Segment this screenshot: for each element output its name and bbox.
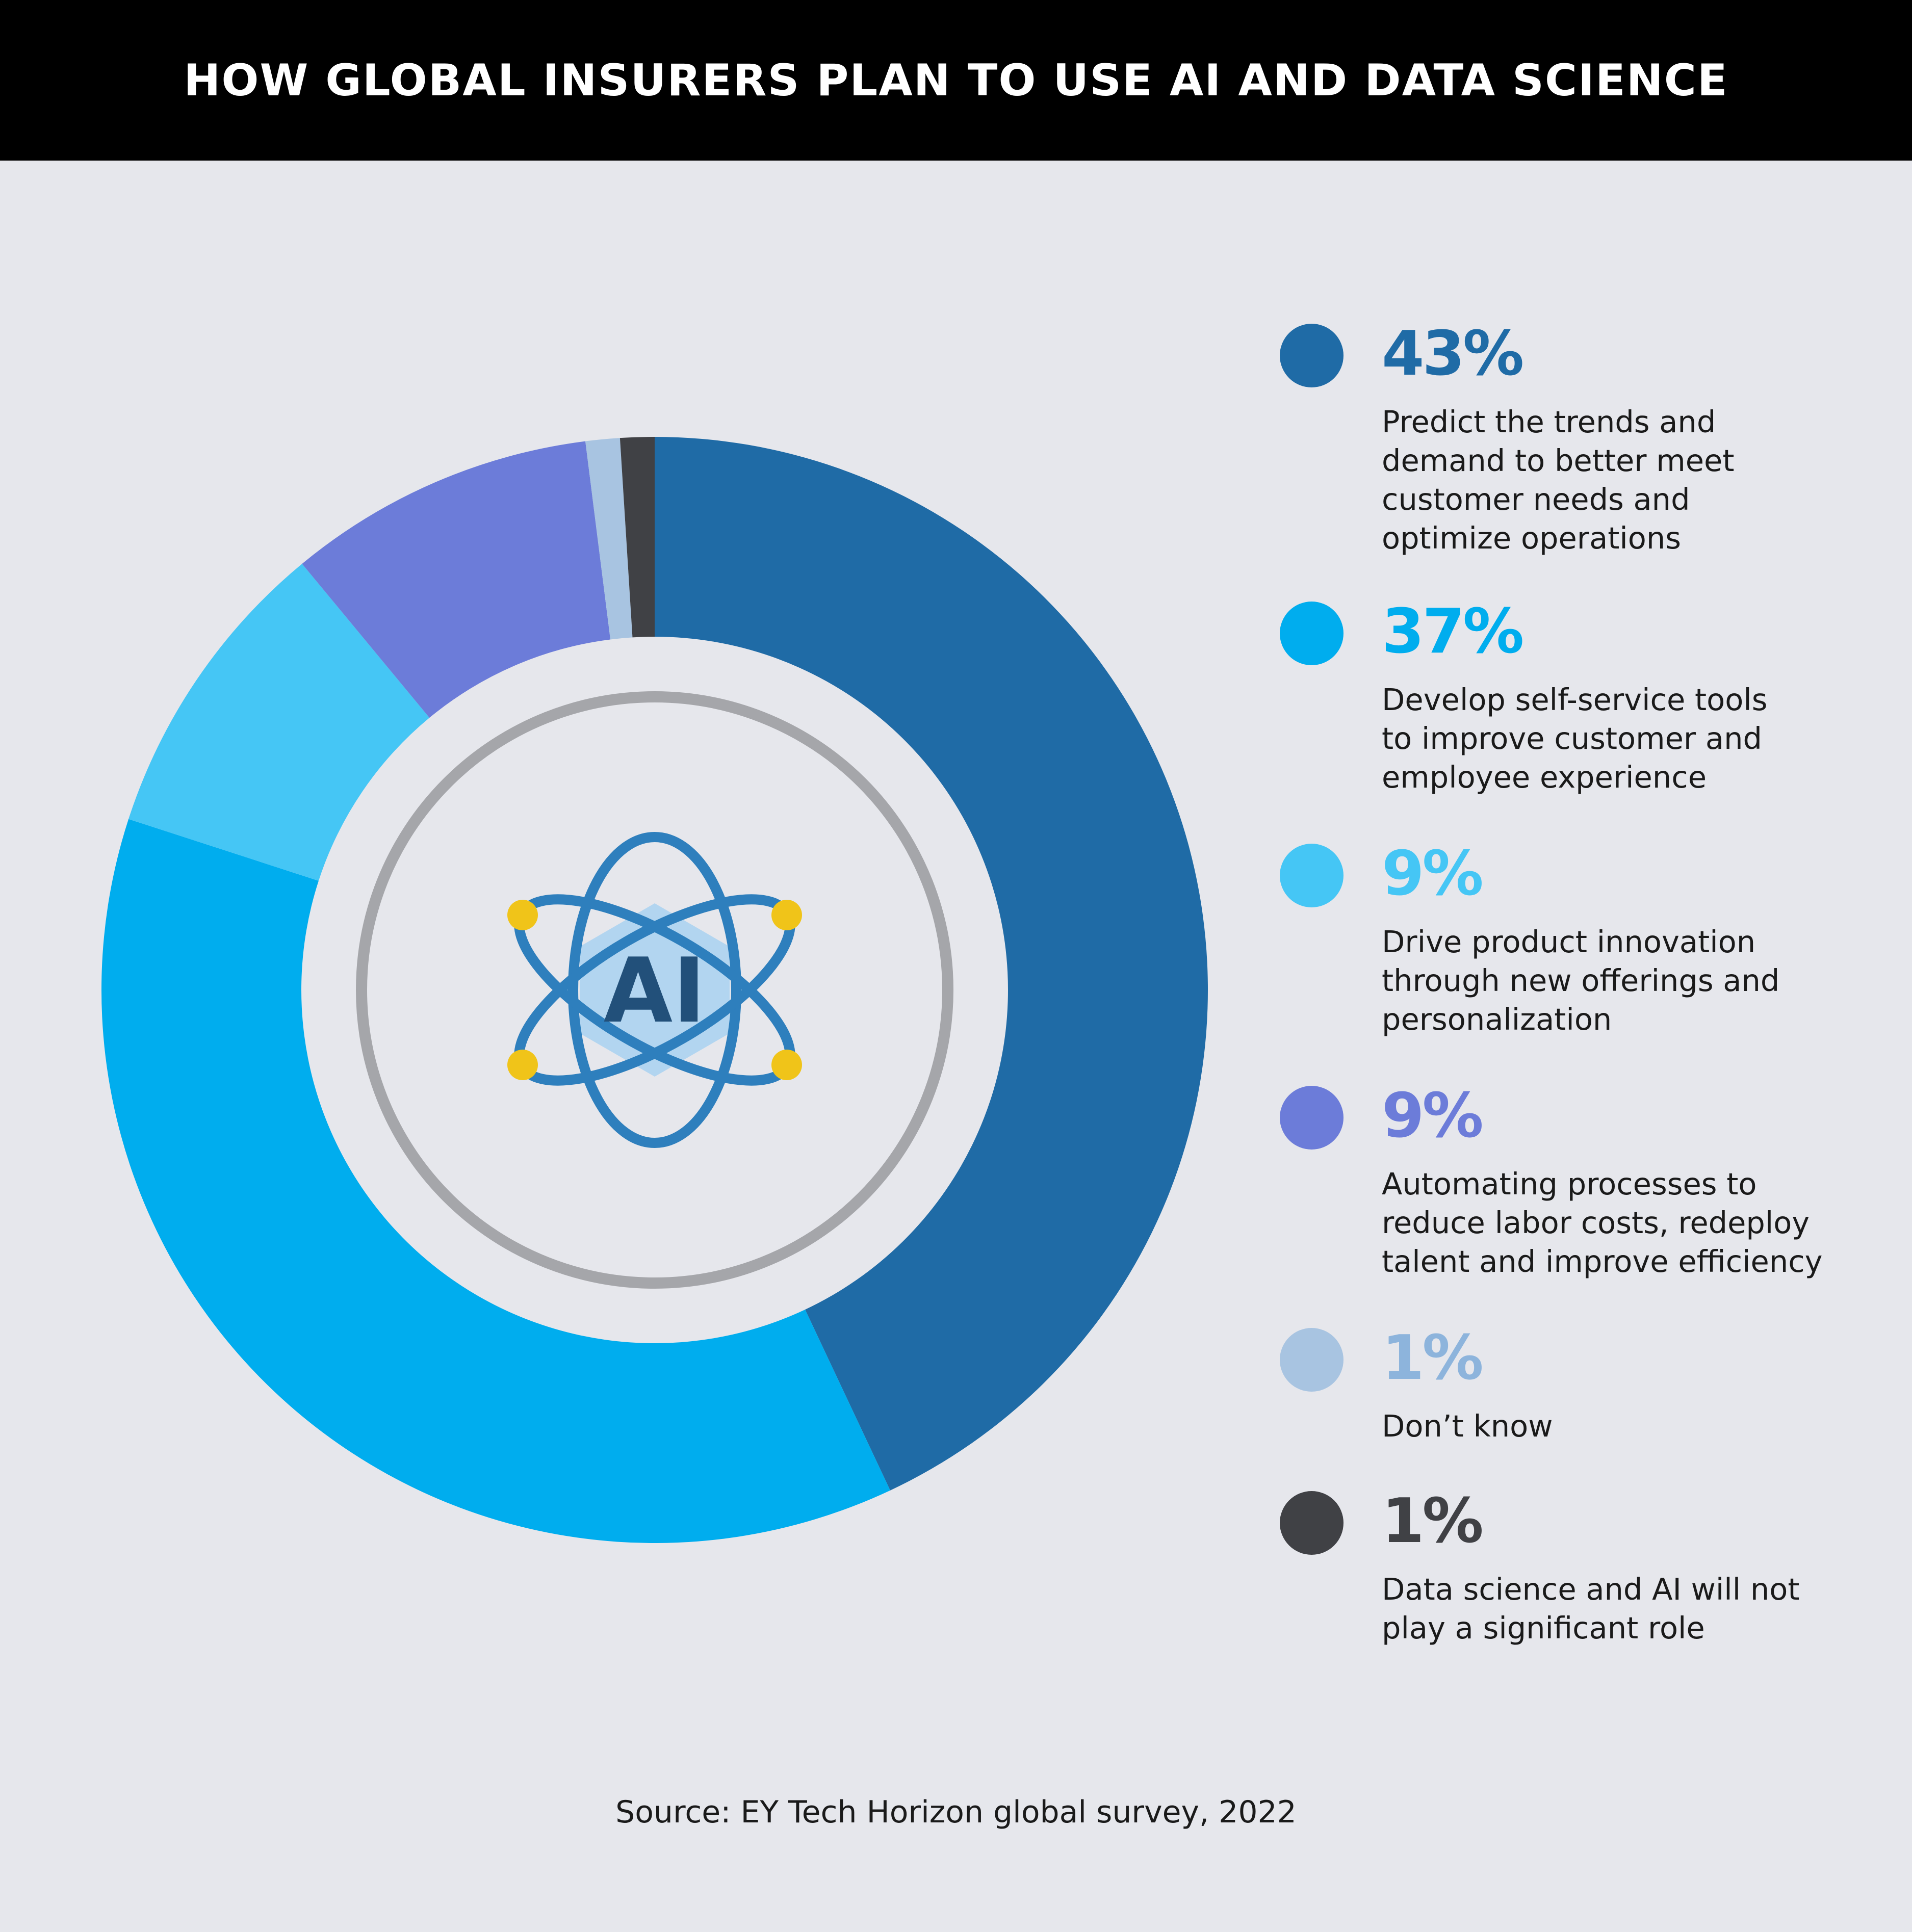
donut-slice-6 (619, 437, 655, 638)
legend-description-line: Automating processes to (1382, 1166, 1757, 1202)
legend-description-line: Data science and AI will not (1382, 1572, 1800, 1607)
source-note: Source: EY Tech Horizon global survey, 2… (615, 1794, 1297, 1830)
donut-slice-3 (128, 563, 430, 881)
legend-description-line: personalization (1382, 1002, 1612, 1037)
legend-percentage: 9% (1382, 839, 1484, 909)
legend-description: Automating processes to reduce labor cost… (1382, 1165, 1866, 1281)
page-title: HOW GLOBAL INSURERS PLAN TO USE AI AND D… (184, 55, 1728, 106)
legend-description-line: customer needs and (1382, 482, 1690, 517)
legend-description-line: Drive product innovation (1382, 924, 1756, 959)
legend-description-line: play a significant role (1382, 1610, 1705, 1646)
inner-ring (356, 691, 953, 1289)
legend-description-line: through new offerings and (1382, 963, 1780, 998)
legend-description-line: demand to better meet (1382, 443, 1735, 478)
legend-description-line: reduce labor costs, redeploy (1382, 1205, 1810, 1240)
legend-description-line: talent and improve efficiency (1382, 1244, 1823, 1279)
legend-description: Data science and AI will not play a signi… (1382, 1570, 1866, 1648)
legend-description-line: Develop self-service tools (1382, 682, 1768, 717)
donut-slice-1 (655, 437, 1208, 1491)
legend-description-line: optimize operations (1382, 520, 1681, 556)
legend-dot (1280, 1086, 1343, 1150)
legend-dot (1280, 1491, 1343, 1555)
atom-dot-top-left (507, 900, 538, 930)
donut-slices (101, 437, 1208, 1543)
legend-description-line: Don’t know (1382, 1408, 1553, 1444)
atom-ai-icon: AI (507, 832, 802, 1148)
legend-description: Don’t know (1382, 1407, 1866, 1446)
header-bar: HOW GLOBAL INSURERS PLAN TO USE AI AND D… (0, 0, 1912, 161)
donut-slice-5 (585, 438, 633, 640)
legend-description: Predict the trends and demand to better m… (1382, 403, 1866, 558)
atom-dot-bottom-left (507, 1050, 538, 1080)
legend-dot (1280, 844, 1343, 907)
atom-dot-bottom-right (771, 1050, 802, 1080)
legend-description: Develop self-service tools to improve cus… (1382, 681, 1866, 797)
atom-orbit-vertical (568, 832, 741, 1148)
atom-dot-top-right (771, 900, 802, 930)
legend-dot (1280, 602, 1343, 665)
legend-percentage: 37% (1382, 596, 1524, 667)
legend-description: Drive product innovation through new offe… (1382, 923, 1866, 1039)
legend-percentage: 9% (1382, 1081, 1484, 1152)
donut-slice-2 (101, 819, 890, 1543)
legend-description-line: to improve customer and (1382, 721, 1762, 756)
legend-dot (1280, 324, 1343, 387)
legend-percentage: 1% (1382, 1486, 1484, 1557)
legend-percentage: 1% (1382, 1323, 1484, 1394)
legend-percentage: 43% (1382, 319, 1524, 389)
legend-description-line: employee experience (1382, 760, 1707, 795)
legend-dot (1280, 1328, 1343, 1392)
atom-ai-label: AI (604, 939, 706, 1043)
legend-description-line: Predict the trends and (1382, 404, 1716, 439)
donut-slice-4 (302, 441, 611, 718)
